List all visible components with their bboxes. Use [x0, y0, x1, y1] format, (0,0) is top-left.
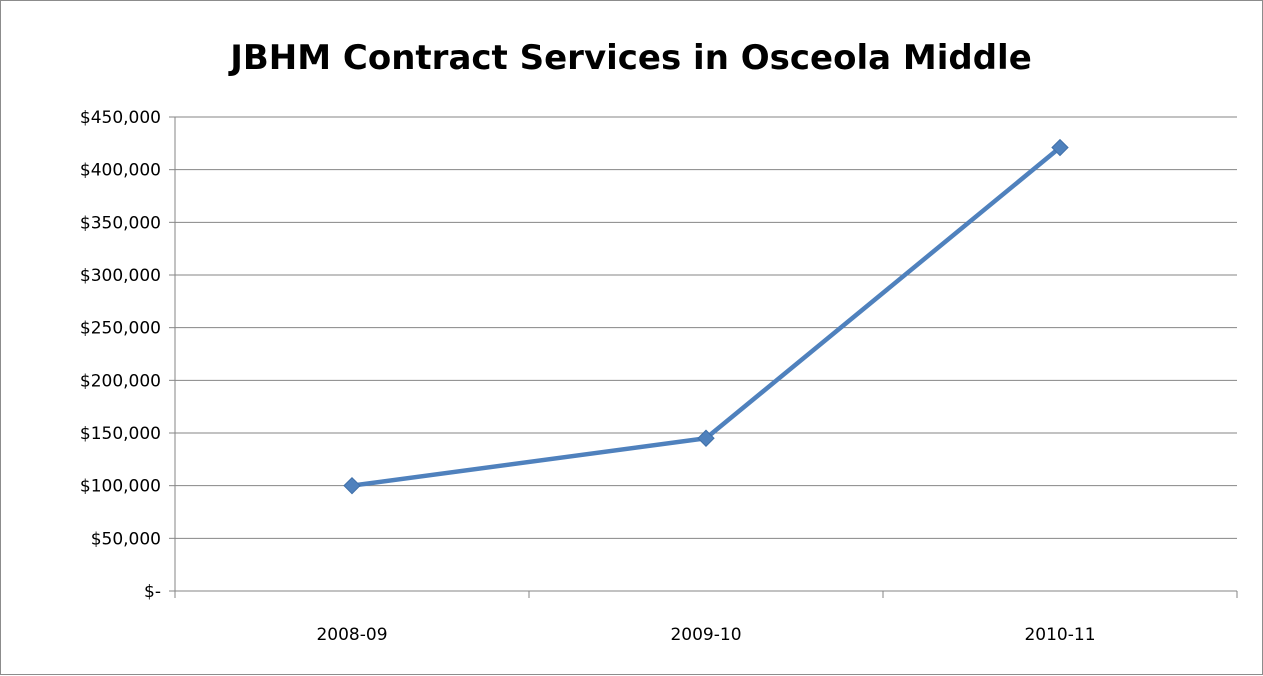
y-tick-label: $150,000 — [80, 424, 161, 444]
x-axis-ticks: 2008-09 2009-10 2010-11 — [174, 591, 1238, 645]
y-tick-label: $200,000 — [80, 371, 161, 391]
series-group — [343, 138, 1069, 495]
y-tick-label: $400,000 — [80, 161, 161, 181]
data-point-marker — [697, 429, 715, 447]
y-tick-label: $- — [144, 582, 161, 602]
data-point-marker — [1051, 138, 1069, 157]
x-tick-label: 2010-11 — [1024, 625, 1095, 645]
x-tick-label: 2009-10 — [670, 625, 741, 645]
grid-lines — [175, 116, 1237, 539]
x-tick-label: 2008-09 — [316, 625, 387, 645]
data-point-marker — [343, 476, 361, 495]
chart-title: JBHM Contract Services in Osceola Middle — [228, 38, 1032, 78]
axes — [174, 117, 1237, 592]
y-tick-label: $300,000 — [80, 266, 161, 286]
y-axis-ticks: $- $50,000 $100,000 $150,000 $200,000 $250,00… — [80, 108, 175, 602]
y-tick-label: $250,000 — [80, 319, 161, 339]
y-tick-label: $100,000 — [80, 477, 161, 497]
y-tick-label: $350,000 — [80, 213, 161, 233]
y-tick-label: $50,000 — [91, 529, 161, 549]
y-tick-label: $450,000 — [80, 108, 161, 128]
